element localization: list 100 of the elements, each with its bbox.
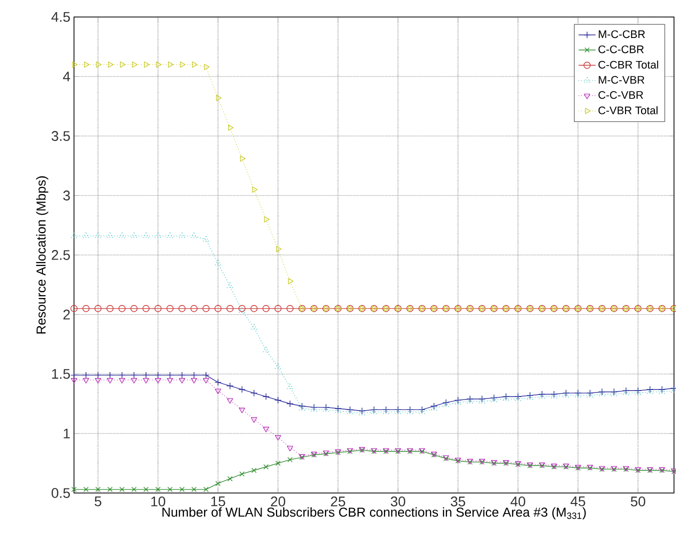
x-axis-title: Number of WLAN Subscribers CBR connections in Service Area #3 (M$_{331}$) (162, 507, 586, 520)
point (550, 390, 558, 398)
y-tick-label: 1.5 (52, 369, 70, 379)
legend-label: M-C-VBR (598, 76, 644, 84)
point (154, 378, 162, 384)
point (118, 232, 126, 238)
point (70, 378, 78, 384)
point (143, 486, 149, 492)
x-tick-label: 30 (390, 496, 406, 506)
point (82, 372, 90, 379)
point (454, 399, 462, 404)
point (274, 363, 282, 369)
x-tick-label: 45 (570, 496, 586, 506)
point (166, 232, 174, 238)
point (106, 372, 114, 379)
point (214, 388, 222, 394)
point (108, 61, 114, 68)
point (95, 486, 101, 492)
point (94, 378, 102, 384)
point (382, 408, 390, 414)
point (263, 464, 269, 470)
point (155, 486, 161, 492)
point (118, 378, 126, 384)
point (646, 386, 654, 394)
point (228, 124, 234, 131)
point (274, 396, 282, 404)
point (166, 372, 174, 379)
point (610, 390, 618, 396)
point (466, 395, 474, 403)
point (94, 305, 102, 312)
y-tick-label: 3.5 (52, 131, 70, 141)
point (251, 468, 257, 473)
point (238, 386, 246, 394)
point (262, 426, 270, 432)
y-tick-label: 2 (63, 310, 70, 320)
point (226, 305, 234, 312)
point (658, 388, 666, 394)
point (167, 486, 173, 492)
x-tick-label: 25 (330, 496, 346, 506)
point (490, 394, 498, 402)
point (286, 400, 294, 408)
point (106, 305, 114, 312)
point (191, 486, 197, 492)
point (658, 386, 666, 394)
point (346, 408, 354, 414)
point (202, 372, 210, 379)
point (322, 404, 330, 411)
point (370, 408, 378, 414)
point (131, 486, 137, 492)
point (120, 61, 126, 68)
point (227, 476, 233, 482)
point (610, 388, 618, 396)
point (250, 324, 258, 330)
point (144, 61, 150, 68)
point (394, 406, 402, 414)
point (274, 305, 282, 312)
point (646, 388, 654, 394)
y-tick-label: 4 (63, 72, 70, 82)
point (286, 384, 294, 390)
point (334, 404, 342, 412)
point (71, 486, 77, 492)
point (202, 305, 210, 312)
point (287, 457, 293, 462)
point (202, 236, 210, 242)
point (190, 305, 198, 312)
point (130, 372, 138, 379)
point (82, 378, 90, 384)
point (82, 305, 90, 312)
point (358, 410, 366, 416)
point (156, 61, 162, 68)
point (598, 390, 606, 396)
point (179, 486, 185, 492)
point (178, 305, 186, 312)
point (214, 305, 222, 312)
point (70, 232, 78, 238)
x-tick-label: 10 (151, 496, 166, 506)
point (382, 406, 390, 414)
point (216, 94, 222, 102)
point (94, 372, 102, 379)
point (96, 61, 102, 68)
point (180, 61, 186, 68)
point (154, 305, 162, 312)
point (550, 393, 558, 399)
point (252, 186, 258, 193)
point (214, 378, 222, 386)
legend-label: C-VBR Total (598, 106, 658, 114)
legend-label: M-C-CBR (598, 30, 645, 38)
point (250, 417, 258, 423)
point (538, 393, 546, 399)
point (107, 486, 113, 492)
point (538, 390, 546, 398)
y-tick-label: 2.5 (52, 250, 70, 260)
point (154, 372, 162, 379)
point (82, 232, 90, 238)
point (670, 387, 676, 393)
point (250, 390, 258, 397)
point (70, 372, 78, 379)
point (226, 382, 234, 390)
point (286, 305, 294, 312)
point (132, 61, 138, 68)
